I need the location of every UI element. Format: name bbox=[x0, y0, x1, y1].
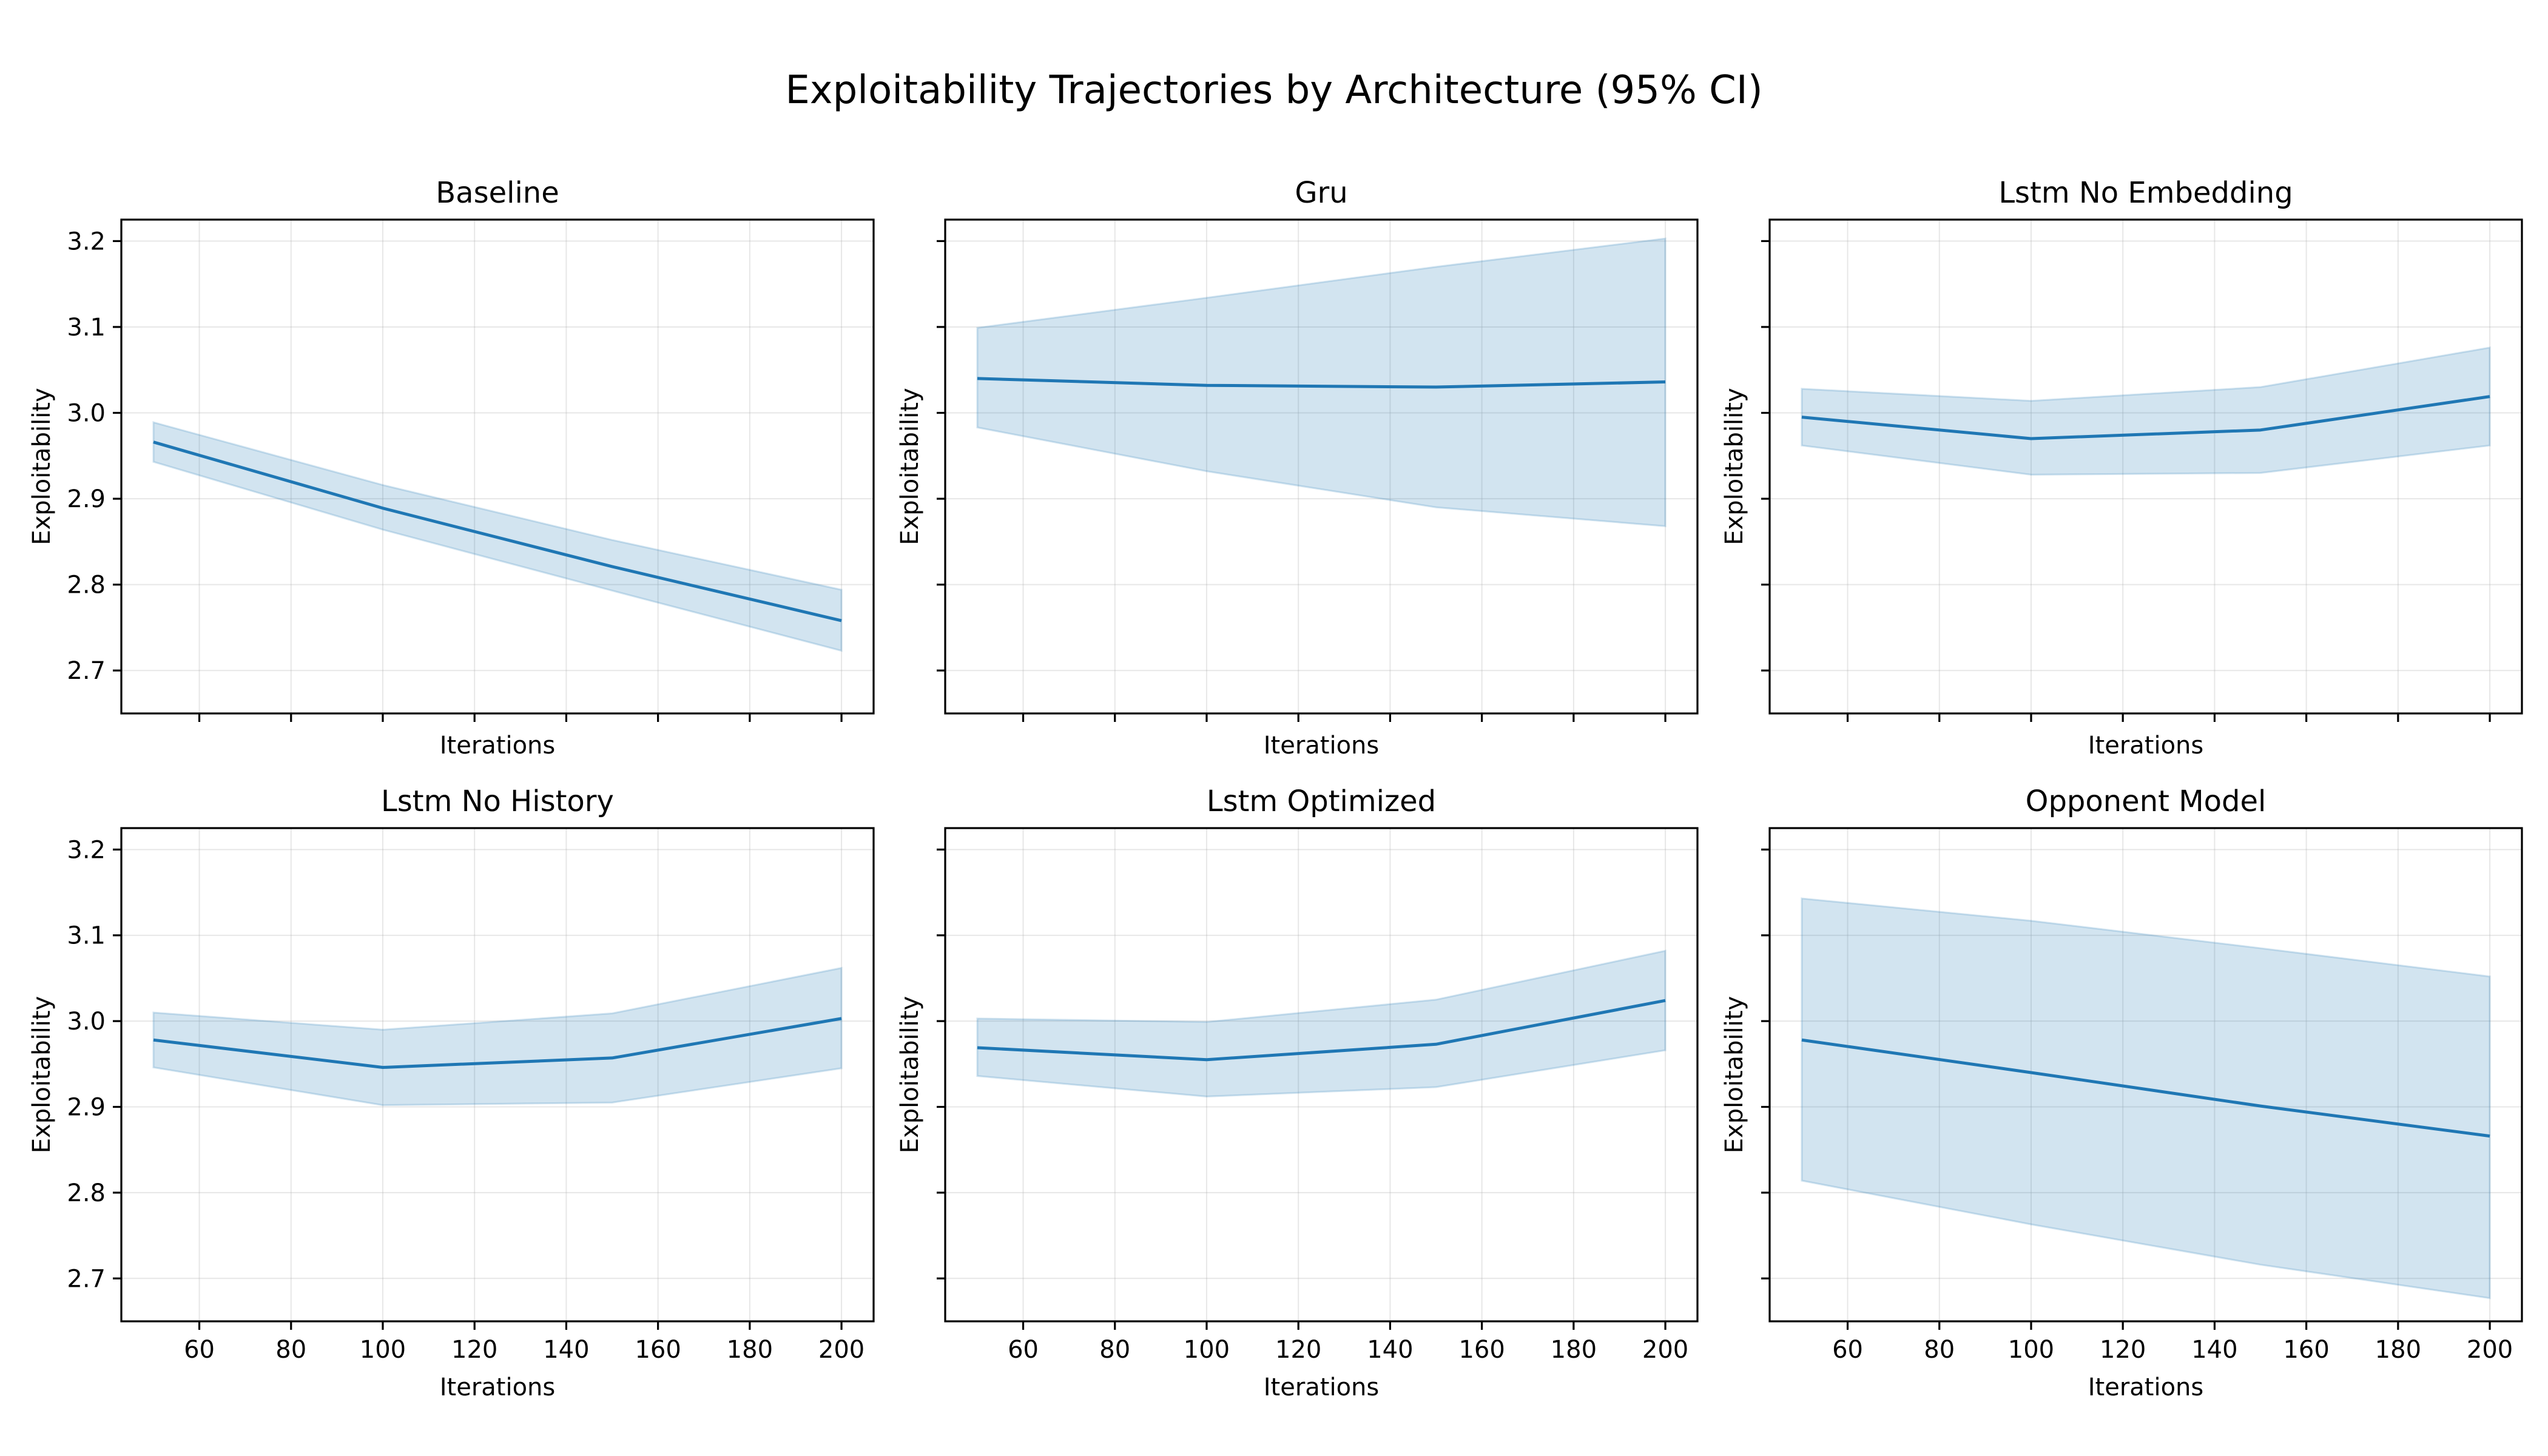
x-tick-label: 100 bbox=[360, 1336, 406, 1364]
y-tick-label: 3.1 bbox=[67, 922, 106, 950]
y-tick-label: 2.7 bbox=[67, 1265, 106, 1293]
x-tick-label: 200 bbox=[1642, 1336, 1688, 1364]
x-tick-label: 120 bbox=[451, 1336, 497, 1364]
x-tick-label: 180 bbox=[2375, 1336, 2421, 1364]
subplot-lstm-optimized: 60 80 100 120 140 160 180 200 Lstm Optimized Iter… bbox=[896, 784, 1699, 1401]
x-tick-label: 160 bbox=[635, 1336, 681, 1364]
y-tick-label: 3.2 bbox=[67, 228, 106, 255]
y-axis-label: Exploitability bbox=[1721, 996, 1748, 1153]
x-tick-label: 140 bbox=[543, 1336, 589, 1364]
subplot-opponent-model: 60 80 100 120 140 160 180 200 Opponent Model Iter… bbox=[1721, 784, 2523, 1401]
axes-frame bbox=[1768, 827, 2523, 1323]
subplot-title: Opponent Model bbox=[2026, 784, 2267, 818]
y-tick-label: 2.9 bbox=[67, 1094, 106, 1122]
y-axis-label: Exploitability bbox=[28, 388, 56, 545]
ci-band-lstm-optimized bbox=[976, 949, 1667, 1098]
subplot-gru: Gru Iterations Exploitability bbox=[896, 176, 1699, 760]
mean-line-baseline bbox=[153, 440, 842, 622]
ci-band-opponent-model bbox=[1801, 897, 2491, 1299]
y-tick-label: 3.0 bbox=[67, 400, 106, 428]
x-axis-label: Iterations bbox=[2088, 1373, 2204, 1401]
x-tick-label: 100 bbox=[1184, 1336, 1230, 1364]
subplot-title: Gru bbox=[1295, 176, 1347, 210]
ci-band-lstm-no-embedding bbox=[1801, 346, 2491, 476]
x-axis-label: Iterations bbox=[2088, 732, 2204, 760]
x-tick-label: 160 bbox=[1458, 1336, 1505, 1364]
axes-frame bbox=[944, 827, 1699, 1323]
y-tick-label: 3.1 bbox=[67, 314, 106, 342]
axes-frame bbox=[1768, 218, 2523, 715]
y-axis-label: Exploitability bbox=[1721, 388, 1748, 545]
y-tick-label: 2.9 bbox=[67, 485, 106, 513]
axes-frame bbox=[944, 218, 1699, 715]
x-tick-label: 80 bbox=[1924, 1336, 1955, 1364]
x-tick-label: 160 bbox=[2283, 1336, 2329, 1364]
subplot-title: Baseline bbox=[436, 176, 559, 210]
y-tick-label: 2.7 bbox=[67, 657, 106, 685]
y-tick-label: 3.2 bbox=[67, 836, 106, 864]
x-tick-label: 180 bbox=[727, 1336, 773, 1364]
ci-band-lstm-no-history bbox=[152, 966, 843, 1107]
x-axis-label: Iterations bbox=[440, 1373, 556, 1401]
x-tick-label: 120 bbox=[1275, 1336, 1321, 1364]
mean-line-lstm-optimized bbox=[977, 999, 1666, 1062]
x-tick-label: 200 bbox=[2467, 1336, 2513, 1364]
x-tick-label: 140 bbox=[2191, 1336, 2237, 1364]
subplot-lstm-no-history: 60 80 100 120 140 160 180 200 2.7 2.8 2.9 3.0 3.1 3.2… bbox=[28, 784, 875, 1401]
y-axis-label: Exploitability bbox=[896, 996, 924, 1153]
y-axis-label: Exploitability bbox=[28, 996, 56, 1153]
x-tick-label: 60 bbox=[1832, 1336, 1863, 1364]
figure-title: Exploitability Trajectories by Architect… bbox=[785, 68, 1762, 113]
x-axis-label: Iterations bbox=[440, 732, 556, 760]
x-tick-label: 200 bbox=[818, 1336, 864, 1364]
x-tick-label: 120 bbox=[2100, 1336, 2146, 1364]
ci-band-gru bbox=[976, 237, 1667, 528]
mean-line-lstm-no-history bbox=[153, 1017, 842, 1069]
subplot-grid: 2.7 2.8 2.9 3.0 3.1 3.2 Baseline Iterations Expl… bbox=[28, 176, 2523, 1401]
subplot-title: Lstm No History bbox=[381, 784, 614, 818]
x-tick-label: 80 bbox=[275, 1336, 306, 1364]
subplot-title: Lstm Optimized bbox=[1207, 784, 1436, 818]
x-tick-label: 180 bbox=[1551, 1336, 1597, 1364]
subplot-title: Lstm No Embedding bbox=[1998, 176, 2293, 210]
mean-line-opponent-model bbox=[1801, 1038, 2490, 1138]
y-tick-label: 2.8 bbox=[67, 1179, 106, 1207]
mean-line-lstm-no-embedding bbox=[1801, 395, 2490, 440]
subplot-baseline: 2.7 2.8 2.9 3.0 3.1 3.2 Baseline Iterations Expl… bbox=[28, 176, 875, 760]
y-axis-label: Exploitability bbox=[896, 388, 924, 545]
x-tick-label: 60 bbox=[184, 1336, 215, 1364]
y-tick-label: 3.0 bbox=[67, 1008, 106, 1036]
x-tick-label: 140 bbox=[1367, 1336, 1413, 1364]
axes-frame bbox=[120, 827, 875, 1323]
x-axis-label: Iterations bbox=[1264, 1373, 1380, 1401]
y-tick-label: 2.8 bbox=[67, 571, 106, 599]
axes-frame bbox=[120, 218, 875, 715]
x-tick-label: 60 bbox=[1008, 1336, 1039, 1364]
subplot-lstm-no-embedding: Lstm No Embedding Iterations Exploitabilit… bbox=[1721, 176, 2523, 760]
mean-line-gru bbox=[977, 377, 1666, 389]
x-axis-label: Iterations bbox=[1264, 732, 1380, 760]
x-tick-label: 100 bbox=[2008, 1336, 2054, 1364]
x-tick-label: 80 bbox=[1099, 1336, 1130, 1364]
